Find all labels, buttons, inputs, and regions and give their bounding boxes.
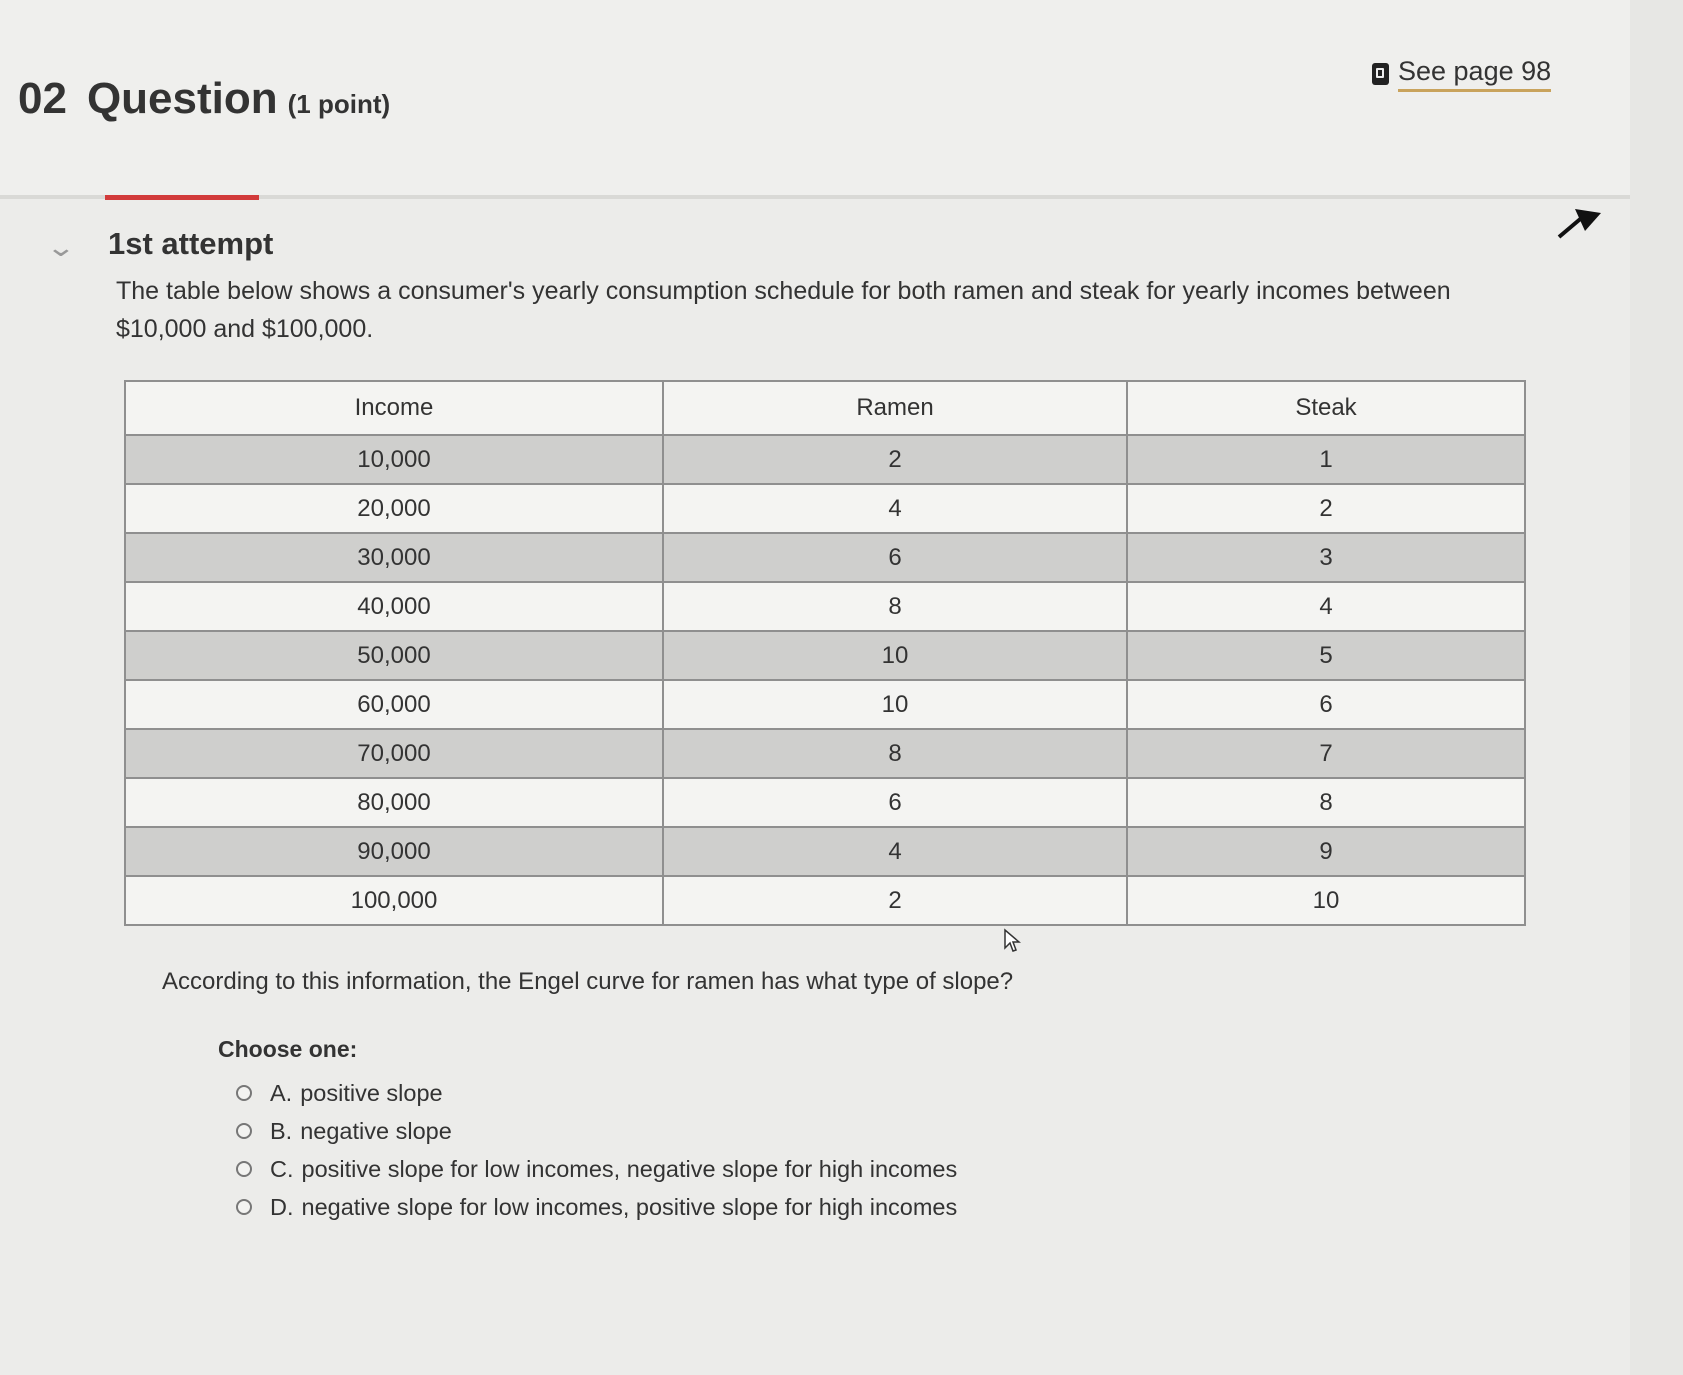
- table-row: 80,000 6 8: [124, 777, 1526, 828]
- steak-cell: 9: [1126, 826, 1526, 877]
- ramen-cell: 4: [662, 483, 1128, 534]
- consumption-table: Income Ramen Steak 10,000 2 1 20,000 4 2 30,…: [124, 380, 1526, 926]
- radio-button[interactable]: [236, 1123, 252, 1139]
- book-icon: [1372, 63, 1389, 85]
- table-row: 10,000 2 1: [124, 434, 1526, 485]
- attempt-heading[interactable]: 1st attempt: [108, 226, 274, 261]
- income-cell: 80,000: [124, 777, 664, 828]
- question-header: 02 Question (1 point) See page 98: [0, 0, 1630, 199]
- steak-cell: 1: [1126, 434, 1526, 485]
- active-tab-indicator: [105, 195, 259, 200]
- radio-button[interactable]: [236, 1199, 252, 1215]
- steak-cell: 7: [1126, 728, 1526, 779]
- question-prompt: According to this information, the Engel…: [162, 968, 1014, 995]
- option-letter: B.: [270, 1117, 293, 1144]
- income-cell: 60,000: [124, 679, 664, 730]
- table-header-row: Income Ramen Steak: [124, 380, 1526, 436]
- steak-cell: 3: [1126, 532, 1526, 583]
- radio-button[interactable]: [236, 1161, 252, 1177]
- option-text: positive slope: [300, 1079, 443, 1106]
- option-d[interactable]: D. negative slope for low incomes, positi…: [236, 1188, 957, 1226]
- steak-cell: 2: [1126, 483, 1526, 534]
- option-letter: D.: [270, 1193, 294, 1220]
- radio-button[interactable]: [236, 1085, 252, 1101]
- income-cell: 50,000: [124, 630, 664, 681]
- option-text: negative slope: [300, 1117, 452, 1144]
- option-a[interactable]: A. positive slope: [236, 1074, 957, 1112]
- ramen-cell: 6: [662, 532, 1128, 583]
- ramen-cell: 8: [662, 581, 1128, 632]
- option-text: positive slope for low incomes, negative…: [301, 1155, 958, 1182]
- steak-cell: 8: [1126, 777, 1526, 828]
- choose-one-label: Choose one:: [218, 1036, 358, 1062]
- table-row: 30,000 6 3: [124, 532, 1526, 583]
- option-letter: A.: [270, 1079, 293, 1106]
- steak-cell: 6: [1126, 679, 1526, 730]
- income-cell: 40,000: [124, 581, 664, 632]
- answer-options: A. positive slope B. negative slope C. posi…: [236, 1074, 957, 1226]
- see-page-link[interactable]: See page 98: [1372, 56, 1552, 92]
- header-steak: Steak: [1126, 380, 1526, 436]
- table-row: 60,000 10 6: [124, 679, 1526, 730]
- page: 02 Question (1 point) See page 98 ⌄ 1st at…: [0, 0, 1630, 1226]
- header-income: Income: [124, 380, 664, 436]
- income-cell: 20,000: [124, 483, 664, 534]
- question-label: Question: [86, 74, 278, 123]
- table-row: 50,000 10 5: [124, 630, 1526, 681]
- steak-cell: 10: [1126, 875, 1526, 926]
- table-row: 90,000 4 9: [124, 826, 1526, 877]
- table-row: 20,000 4 2: [124, 483, 1526, 534]
- table-row: 100,000 2 10: [124, 875, 1526, 926]
- see-page-label[interactable]: See page 98: [1398, 56, 1552, 92]
- income-cell: 10,000: [124, 434, 664, 485]
- steak-cell: 5: [1126, 630, 1526, 681]
- ramen-cell: 10: [662, 630, 1128, 681]
- option-text: negative slope for low incomes, positive…: [301, 1193, 958, 1220]
- ramen-cell: 4: [662, 826, 1128, 877]
- steak-cell: 4: [1126, 581, 1526, 632]
- table-row: 40,000 8 4: [124, 581, 1526, 632]
- ramen-cell: 2: [662, 434, 1128, 485]
- table-row: 70,000 8 7: [124, 728, 1526, 779]
- chevron-down-icon[interactable]: ⌄: [45, 232, 77, 262]
- mouse-cursor-icon: [1004, 928, 1021, 952]
- ramen-cell: 2: [662, 875, 1128, 926]
- ramen-cell: 10: [662, 679, 1128, 730]
- option-b[interactable]: B. negative slope: [236, 1112, 957, 1150]
- question-number: 02: [18, 74, 67, 123]
- income-cell: 100,000: [124, 875, 664, 926]
- arrow-up-right-icon[interactable]: [1555, 203, 1605, 243]
- question-intro: The table below shows a consumer's yearl…: [116, 277, 1451, 343]
- ramen-cell: 6: [662, 777, 1128, 828]
- income-cell: 30,000: [124, 532, 664, 583]
- option-c[interactable]: C. positive slope for low incomes, negati…: [236, 1150, 957, 1188]
- income-cell: 90,000: [124, 826, 664, 877]
- income-cell: 70,000: [124, 728, 664, 779]
- ramen-cell: 8: [662, 728, 1128, 779]
- option-letter: C.: [270, 1155, 294, 1182]
- question-title: 02 Question (1 point): [18, 74, 390, 124]
- header-ramen: Ramen: [662, 380, 1128, 436]
- question-points: (1 point): [287, 89, 391, 119]
